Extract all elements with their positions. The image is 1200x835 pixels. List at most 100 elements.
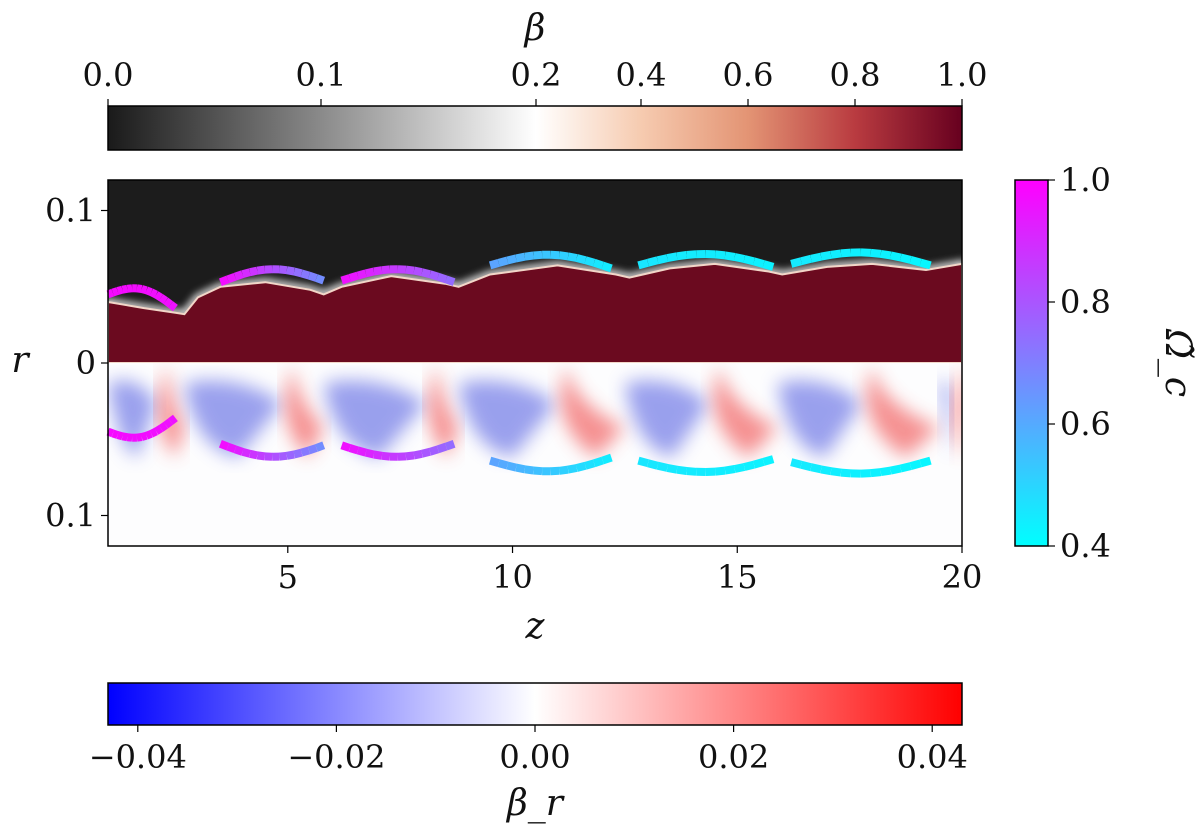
beta-r-field-panel: [108, 363, 962, 546]
shock-arc-upper-segment: [106, 288, 115, 299]
shock-arc-lower-segment: [111, 429, 119, 439]
beta-tick-label: 1.0: [937, 56, 988, 94]
shock-arc-lower-segment: [158, 421, 169, 432]
shock-arc-lower-segment: [506, 461, 518, 472]
omega-colorbar-label: Ω̃_c: [1157, 328, 1198, 397]
shock-arc-lower-segment: [676, 465, 688, 475]
shock-arc-upper-segment: [140, 285, 148, 295]
shock-arc-lower-segment: [149, 427, 158, 438]
beta-colorbar-ticks: 0.0 0.1 0.2 0.4 0.6 0.8 1.0: [83, 56, 988, 106]
shock-arc-lower-segment: [256, 451, 266, 461]
shock-arc-lower-segment: [575, 461, 587, 472]
shock-arc-lower-segment: [373, 450, 383, 460]
omega-colorbar-gradient: [1014, 179, 1049, 547]
beta-jet-core: [108, 262, 962, 363]
omega-colorbar: 1.0 0.8 0.6 0.4 Ω̃_c: [1014, 161, 1198, 565]
shock-arc-lower-segment: [646, 459, 659, 470]
y-tick-label: 0.1: [45, 192, 96, 230]
shock-arc-upper-segment: [116, 285, 124, 295]
beta-r-tick-label: 0.00: [499, 738, 570, 776]
shock-arc-upper-segment: [790, 257, 803, 268]
shock-arc-lower-segment: [724, 465, 736, 475]
x-axis-ticks: 5 10 15 20: [278, 546, 982, 596]
beta-r-cell-positive: [560, 365, 625, 458]
shock-arc-lower-segment: [381, 451, 391, 461]
shock-arc-lower-segment: [163, 418, 174, 429]
shock-arc-upper-segment: [163, 297, 174, 308]
shock-arc-upper-segment: [364, 267, 375, 278]
shock-arc-upper-segment: [340, 274, 352, 285]
beta-r-colorbar-label: β_r: [505, 783, 565, 824]
shock-arc-upper-segment: [256, 265, 266, 275]
x-tick-label: 5: [278, 558, 298, 596]
shock-arc-upper-segment: [436, 272, 448, 284]
shock-arc-upper-segment: [524, 251, 534, 261]
beta-r-colorbar: −0.04 −0.02 0.00 0.02 0.04 β_r: [89, 682, 968, 824]
shock-arc-lower-segment: [870, 468, 882, 478]
shock-arc-upper-segment: [444, 275, 456, 286]
shock-arc-lower-segment: [249, 449, 259, 460]
shock-arc-lower-segment: [592, 456, 604, 468]
shock-arc-lower-segment: [140, 431, 148, 441]
x-axis-label: z: [525, 606, 546, 647]
shock-arc-upper-segment: [405, 265, 415, 275]
shock-arc-lower-segment: [286, 450, 295, 460]
shock-arc-lower-segment: [919, 456, 932, 468]
shock-arc-lower-segment: [428, 445, 440, 456]
shock-arc-lower-segment: [421, 447, 431, 458]
plot-area: 5 10 15 20 0.1 0 0.1 z r: [11, 179, 982, 647]
shock-arc-lower-segment: [226, 442, 237, 454]
shock-arc-upper-segment: [421, 268, 431, 279]
shock-arc-upper-segment: [428, 270, 440, 281]
beta-field-panel: [108, 180, 962, 363]
shock-arc-upper-segment: [126, 284, 133, 293]
x-tick-label: 15: [717, 558, 758, 596]
y-tick-label: 0.1: [45, 497, 96, 535]
shock-arc-lower-segment: [550, 466, 560, 476]
shock-arc-upper-segment: [860, 248, 872, 257]
shock-arc-lower-segment: [515, 463, 526, 474]
shock-arc-upper-segment: [249, 266, 259, 277]
beta-r-cell-positive: [285, 365, 324, 458]
beta-tick-label: 0.2: [511, 56, 562, 94]
shock-arc-lower-segment: [315, 441, 326, 452]
shock-arc-lower-segment: [860, 469, 872, 478]
shock-arc-lower-segment: [278, 451, 288, 461]
shock-arc-lower-segment: [899, 462, 912, 473]
shock-arc-upper-segment: [111, 287, 119, 297]
omega-tick-label: 0.4: [1060, 527, 1111, 565]
shock-arc-upper-segment: [762, 260, 775, 271]
shock-arc-upper-segment: [909, 256, 922, 267]
shock-arc-lower-segment: [889, 464, 902, 475]
beta-r-cell-negative: [624, 380, 710, 458]
shock-arc-lower-segment: [762, 455, 775, 466]
beta-r-cell-negative: [184, 380, 283, 458]
shock-arc-lower-segment: [233, 445, 244, 456]
shock-arc-upper-segment: [488, 259, 500, 270]
beta-colorbar-gradient: [107, 105, 963, 151]
shock-arc-lower-segment: [413, 449, 423, 460]
shock-arc-upper-segment: [880, 249, 892, 260]
shock-arc-upper-segment: [233, 270, 244, 281]
shock-arcs: [106, 248, 932, 478]
shock-arc-upper-segment: [315, 274, 326, 285]
shock-arc-upper-segment: [218, 275, 230, 286]
beta-tick-label: 0.8: [830, 56, 881, 94]
x-tick-label: 10: [492, 558, 533, 596]
omega-tick-label: 0.8: [1060, 283, 1111, 321]
shock-arc-upper-segment: [373, 266, 383, 276]
shock-arc-upper-segment: [348, 271, 359, 282]
shock-arc-upper-segment: [820, 250, 832, 261]
shock-arc-upper-segment: [506, 254, 518, 265]
shock-arc-lower-segment: [558, 465, 569, 475]
beta-r-tick-label: −0.02: [287, 738, 385, 776]
shock-arc-upper-segment: [810, 252, 822, 263]
shock-arc-lower-segment: [497, 459, 509, 470]
omega-tick-label: 1.0: [1060, 161, 1111, 199]
shock-arc-upper-segment: [592, 258, 604, 270]
shock-arc-upper-segment: [584, 256, 596, 267]
shock-arc-upper-segment: [168, 301, 178, 312]
shock-arc-upper-segment: [550, 250, 560, 260]
shock-arc-upper-segment: [743, 255, 755, 266]
shock-arc-lower-segment: [126, 433, 133, 442]
